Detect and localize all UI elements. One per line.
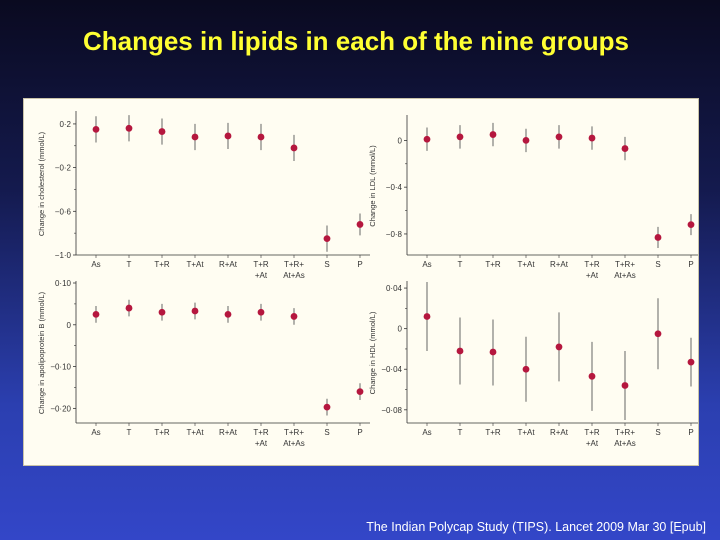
- x-tick-label: S: [655, 428, 660, 437]
- x-tick-label: T+R +At: [253, 260, 269, 280]
- y-tick-label: 0: [398, 325, 403, 334]
- citation: The Indian Polycap Study (TIPS). Lancet …: [366, 520, 706, 534]
- x-tick-label: T+At: [186, 428, 204, 437]
- data-point: [158, 308, 166, 316]
- chart-ldl: 0 −0·4 −0·8 Change in LDL (mmol/L) As T T+R T+A…: [368, 115, 698, 280]
- data-point: [191, 133, 199, 141]
- data-point: [191, 307, 199, 315]
- data-point: [323, 235, 331, 243]
- x-tick-label: T+At: [517, 260, 535, 269]
- x-tick-label: T+R +At: [584, 428, 600, 448]
- y-tick-label: −0·4: [386, 183, 403, 192]
- data-point: [456, 347, 464, 355]
- data-point: [125, 304, 133, 312]
- y-axis-label: Change in HDL (mmol/L): [368, 311, 377, 394]
- data-point: [621, 145, 629, 152]
- data-point: [224, 132, 232, 140]
- x-tick-label: As: [422, 260, 431, 269]
- chart-hdl: 0·04 0 −0·04 −0·08 Change in HDL (mmol/L) As T…: [368, 281, 698, 448]
- data-point: [489, 348, 497, 356]
- slide-title: Changes in lipids in each of the nine gr…: [82, 26, 630, 56]
- x-tick-label: P: [688, 260, 693, 269]
- data-point: [290, 144, 298, 152]
- x-tick-label: T+R +At: [253, 428, 269, 448]
- x-tick-label: R+At: [550, 428, 569, 437]
- data-point: [158, 128, 166, 135]
- x-tick-label: P: [357, 428, 362, 437]
- data-point: [555, 133, 563, 141]
- y-tick-label: −0·08: [381, 406, 402, 415]
- data-point: [588, 134, 596, 142]
- x-tick-label: T: [127, 260, 132, 269]
- x-tick-label: T+R: [154, 428, 170, 437]
- y-tick-label: 0: [67, 321, 72, 330]
- x-tick-label: T+R +At: [584, 260, 600, 280]
- data-point: [92, 310, 100, 318]
- x-tick-label: T+R: [485, 428, 501, 437]
- data-point: [687, 358, 695, 366]
- y-tick-label: 0·04: [386, 284, 403, 293]
- x-tick-label: As: [422, 428, 431, 437]
- x-tick-label: T+At: [517, 428, 535, 437]
- x-tick-label: R+At: [219, 260, 238, 269]
- x-tick-label: P: [688, 428, 693, 437]
- data-point: [92, 125, 100, 133]
- data-point: [423, 313, 431, 320]
- figure-panel: 0·2 −0·2 −0·6 −1·0 Change in cholesterol (mm…: [23, 98, 699, 466]
- data-point: [654, 330, 662, 338]
- data-point: [588, 372, 596, 380]
- data-point: [224, 310, 232, 318]
- y-tick-label: −0·04: [381, 365, 402, 374]
- x-tick-label: As: [91, 428, 100, 437]
- x-tick-label: T+R+ At+As: [283, 260, 305, 280]
- data-point: [257, 133, 265, 141]
- y-tick-label: −0·6: [55, 207, 72, 216]
- y-tick-label: −1·0: [55, 251, 72, 260]
- x-tick-label: S: [324, 428, 329, 437]
- x-tick-label: S: [324, 260, 329, 269]
- data-point: [687, 221, 695, 228]
- data-point: [522, 365, 530, 373]
- data-point: [423, 135, 431, 143]
- chart-apob: 0·10 0 −0·10 −0·20 Change in apolipoprotein …: [37, 279, 370, 448]
- x-tick-label: T: [127, 428, 132, 437]
- data-point: [257, 308, 265, 316]
- data-point: [489, 131, 497, 138]
- y-axis-label: Change in apolipoprotein B (mmol/L): [37, 291, 46, 414]
- data-point: [356, 388, 364, 396]
- lipid-charts: 0·2 −0·2 −0·6 −1·0 Change in cholesterol (mm…: [37, 111, 698, 448]
- y-tick-label: 0·2: [59, 120, 71, 129]
- x-tick-label: R+At: [550, 260, 569, 269]
- x-tick-label: P: [357, 260, 362, 269]
- y-axis-label: Change in cholesterol (mmol/L): [37, 131, 46, 236]
- data-point: [654, 234, 662, 241]
- data-point: [456, 133, 464, 141]
- data-point: [290, 313, 298, 320]
- y-tick-label: −0·10: [50, 363, 71, 372]
- x-tick-label: T+At: [186, 260, 204, 269]
- x-tick-label: T: [458, 260, 463, 269]
- data-point: [522, 136, 530, 144]
- data-point: [555, 343, 563, 351]
- y-tick-label: 0: [398, 136, 403, 145]
- y-tick-label: 0·10: [55, 279, 72, 288]
- x-tick-label: As: [91, 260, 100, 269]
- data-point: [621, 382, 629, 389]
- data-point: [323, 403, 331, 411]
- data-point: [125, 124, 133, 132]
- data-point: [356, 221, 364, 228]
- x-tick-label: T+R+ At+As: [614, 428, 636, 448]
- x-tick-label: T+R: [154, 260, 170, 269]
- y-tick-label: −0·20: [50, 404, 71, 413]
- y-tick-label: −0·2: [55, 164, 72, 173]
- x-tick-label: T+R+ At+As: [614, 260, 636, 280]
- x-tick-label: R+At: [219, 428, 238, 437]
- y-axis-label: Change in LDL (mmol/L): [368, 145, 377, 227]
- chart-cholesterol: 0·2 −0·2 −0·6 −1·0 Change in cholesterol (mm…: [37, 111, 370, 280]
- x-tick-label: T+R+ At+As: [283, 428, 305, 448]
- x-tick-label: T+R: [485, 260, 501, 269]
- x-tick-label: T: [458, 428, 463, 437]
- x-tick-label: S: [655, 260, 660, 269]
- y-tick-label: −0·8: [386, 230, 403, 239]
